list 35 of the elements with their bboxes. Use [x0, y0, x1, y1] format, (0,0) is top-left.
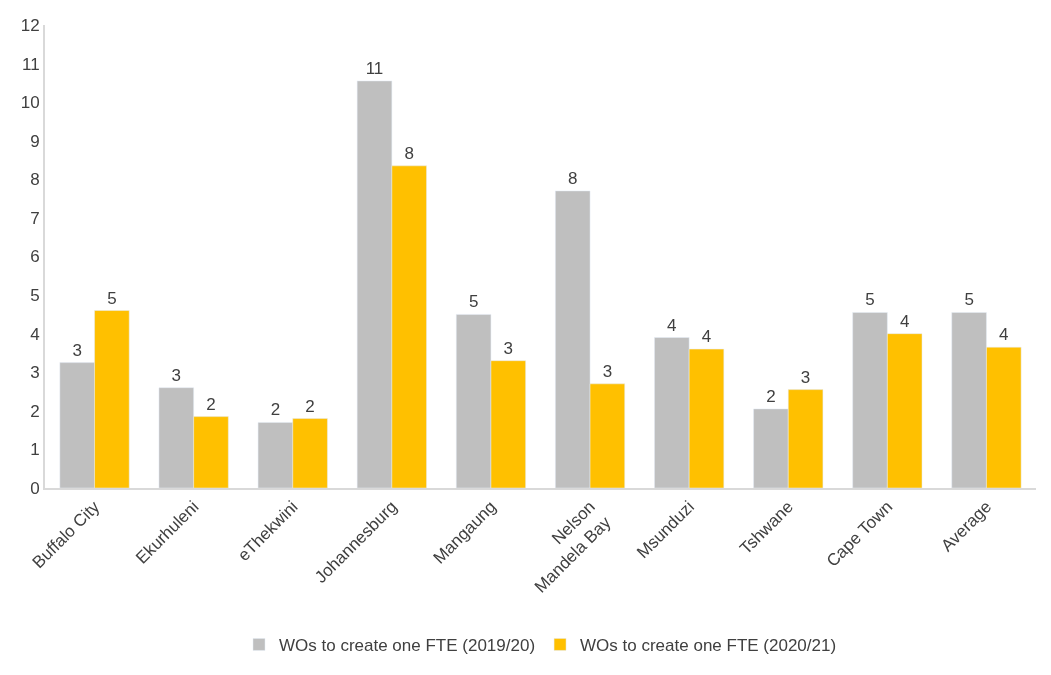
data-label: 8: [404, 143, 414, 163]
data-label: 3: [503, 338, 514, 358]
y-tick-label: 1: [30, 440, 40, 460]
y-tick-label: 0: [30, 478, 40, 498]
data-label: 3: [171, 365, 182, 385]
y-tick-label: 11: [21, 54, 40, 74]
y-tick-label: 8: [30, 170, 40, 190]
y-tick-label: 12: [20, 15, 40, 35]
y-tick-label: 7: [30, 208, 40, 228]
y-tick-label: 9: [30, 131, 40, 151]
legend-label: WOs to create one FTE (2020/21): [580, 636, 837, 656]
data-label: 2: [766, 386, 776, 406]
y-tick-label: 4: [30, 324, 40, 344]
legend-label: WOs to create one FTE (2019/20): [279, 636, 536, 656]
data-label: 3: [602, 361, 613, 381]
data-label: 5: [964, 290, 974, 310]
y-tick-label: 3: [30, 363, 40, 383]
y-tick-label: 6: [30, 247, 40, 267]
data-label: 3: [800, 367, 811, 387]
y-tick-label: 2: [30, 401, 40, 421]
data-label: 5: [107, 288, 117, 308]
data-label: 5: [468, 292, 479, 312]
y-tick-label: 5: [30, 286, 40, 306]
data-label: 3: [72, 340, 82, 360]
data-label: 11: [365, 58, 384, 78]
data-label: 2: [270, 400, 281, 420]
data-label: 4: [899, 311, 910, 331]
data-label: 4: [667, 315, 677, 335]
data-label: 4: [999, 325, 1009, 345]
data-label: 2: [206, 394, 216, 414]
data-label: 4: [701, 327, 712, 347]
data-label: 2: [305, 396, 315, 416]
y-tick-label: 10: [20, 93, 40, 113]
data-label: 8: [567, 168, 578, 188]
data-label: 5: [865, 290, 875, 310]
